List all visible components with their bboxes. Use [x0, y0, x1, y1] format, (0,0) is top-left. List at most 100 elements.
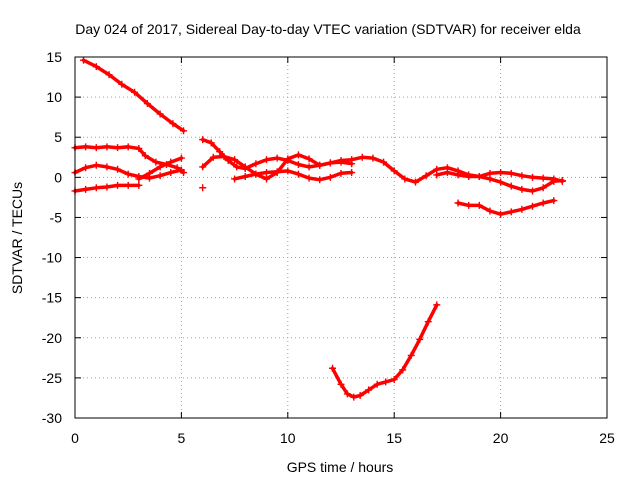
data-point: [454, 199, 462, 207]
data-point: [252, 170, 260, 178]
data-point: [337, 169, 345, 177]
data-point: [326, 173, 334, 181]
data-point: [273, 154, 281, 162]
data-point: [105, 71, 113, 79]
series-arc-12: [475, 169, 566, 185]
data-point: [497, 169, 505, 177]
data-point: [156, 172, 164, 180]
data-point: [141, 152, 149, 160]
plot-area: [71, 56, 566, 401]
series-line: [456, 198, 556, 216]
data-point: [337, 156, 345, 164]
data-point: [82, 185, 90, 193]
data-point: [135, 181, 143, 189]
series-line: [330, 303, 439, 399]
y-tick-label: -5: [50, 209, 63, 225]
data-point: [252, 160, 260, 168]
x-tick-label: 20: [493, 430, 509, 446]
chart-title: Day 024 of 2017, Sidereal Day-to-day VTE…: [75, 21, 581, 37]
data-point: [199, 136, 207, 144]
data-point: [443, 169, 451, 177]
axes-ticks: 0 5 10 15 20 25 15 10 5 0 -5 -10 -15 -20 -25 -30: [42, 49, 615, 446]
data-point: [433, 171, 441, 179]
data-point: [382, 378, 390, 386]
data-point: [411, 178, 419, 186]
data-point: [539, 184, 547, 192]
data-point: [177, 154, 185, 162]
data-point: [156, 163, 164, 171]
data-point: [475, 173, 483, 181]
data-point: [273, 168, 281, 176]
data-point: [529, 187, 537, 195]
data-point: [145, 169, 153, 177]
series-arc-13: [328, 301, 441, 401]
data-point: [209, 153, 217, 161]
data-point: [416, 335, 424, 343]
plot-frame: [74, 56, 608, 419]
data-point: [152, 158, 160, 166]
x-tick-label: 15: [386, 430, 402, 446]
data-point: [220, 152, 228, 160]
data-point: [497, 210, 505, 218]
data-point: [337, 380, 345, 388]
series-arc-4: [71, 181, 143, 195]
data-point: [305, 155, 313, 163]
data-point: [92, 144, 100, 152]
data-point: [507, 169, 515, 177]
data-point: [82, 164, 90, 172]
x-axis-label: GPS time / hours: [287, 459, 394, 475]
data-point: [539, 199, 547, 207]
data-point: [358, 153, 366, 161]
data-point: [529, 173, 537, 181]
data-point: [124, 170, 132, 178]
y-tick-label: -30: [42, 410, 62, 426]
data-point: [401, 175, 409, 183]
data-point: [169, 120, 177, 128]
data-point: [92, 161, 100, 169]
data-point: [167, 158, 175, 166]
data-point: [369, 154, 377, 162]
series-arc-1: [80, 56, 188, 135]
series-arc-8: [199, 151, 483, 186]
data-point: [390, 167, 398, 175]
data-point: [365, 386, 373, 394]
data-point: [199, 163, 207, 171]
data-point: [135, 175, 143, 183]
data-point: [407, 351, 415, 359]
data-point: [124, 143, 132, 151]
data-point: [328, 364, 336, 372]
data-point: [177, 166, 185, 174]
data-point: [103, 143, 111, 151]
x-tick-label: 10: [280, 430, 296, 446]
data-point: [518, 185, 526, 193]
data-point: [399, 366, 407, 374]
data-point: [114, 165, 122, 173]
x-tick-label: 5: [178, 430, 186, 446]
data-point: [124, 181, 132, 189]
data-point: [284, 155, 292, 163]
data-point: [114, 181, 122, 189]
data-point: [216, 148, 224, 156]
data-point: [294, 170, 302, 178]
x-tick-label: 0: [71, 430, 79, 446]
data-point: [518, 172, 526, 180]
data-point: [529, 202, 537, 210]
data-point: [465, 173, 473, 181]
data-point: [263, 156, 271, 164]
data-point: [103, 163, 111, 171]
data-point: [92, 184, 100, 192]
y-tick-label: -15: [42, 290, 62, 306]
data-point: [550, 175, 558, 183]
y-axis-label: SDTVAR / TECUs: [9, 182, 25, 294]
y-tick-label: 10: [46, 89, 62, 105]
data-point: [518, 205, 526, 213]
data-point: [348, 169, 356, 177]
data-point: [143, 100, 151, 108]
data-point: [241, 163, 249, 171]
series-arc-3: [71, 161, 185, 182]
data-point: [433, 301, 441, 309]
data-point: [424, 318, 432, 326]
y-tick-label: 15: [46, 49, 62, 65]
data-point: [380, 158, 388, 166]
